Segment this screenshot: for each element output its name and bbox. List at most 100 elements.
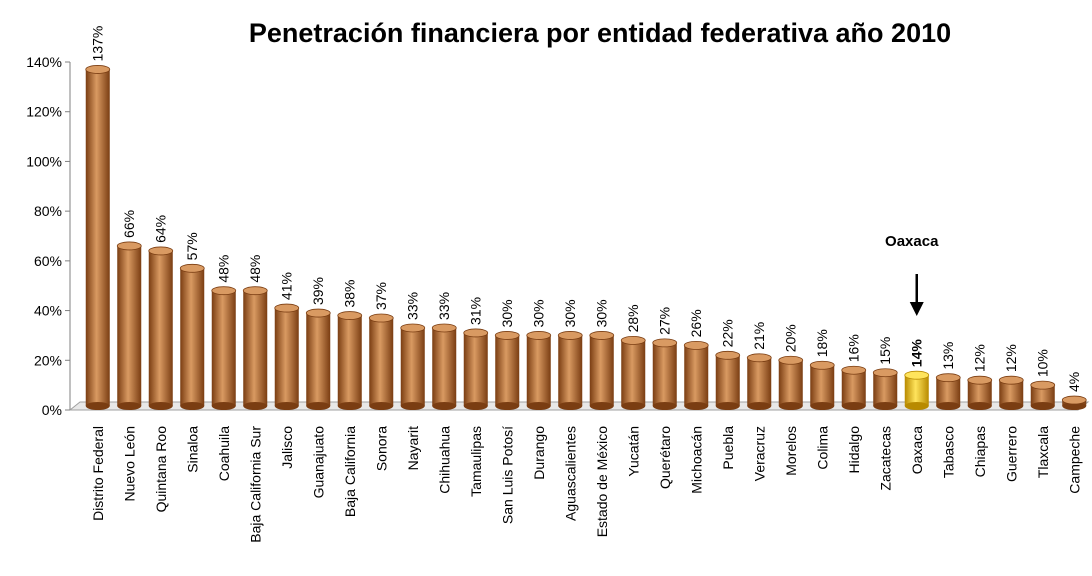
data-label: 30% — [499, 299, 515, 327]
bar-bottom — [589, 402, 614, 410]
category-label: Baja California — [342, 426, 358, 517]
bar-top — [652, 338, 678, 348]
bar-top — [431, 323, 457, 333]
bar-body — [684, 345, 709, 406]
category-label: Hidalgo — [846, 426, 862, 474]
bar-body — [306, 313, 331, 406]
data-label: 30% — [562, 299, 578, 327]
data-label: 13% — [940, 342, 956, 370]
bar-top — [715, 350, 741, 360]
bar-body — [621, 340, 646, 406]
bar — [368, 313, 394, 410]
y-tick-label: 100% — [26, 153, 62, 169]
bar-bottom — [243, 402, 268, 410]
bar-body — [495, 335, 520, 406]
bar — [841, 365, 867, 410]
bar-bottom — [1030, 402, 1055, 410]
bar — [148, 246, 174, 410]
category-label: Baja California Sur — [247, 426, 263, 543]
y-tick-label: 140% — [26, 54, 62, 70]
bar-bottom — [211, 402, 236, 410]
bar-top — [274, 303, 300, 313]
bar-body — [463, 332, 488, 406]
bar-bottom — [558, 402, 583, 410]
bar-body — [117, 245, 142, 406]
bar — [557, 331, 583, 410]
bar-bottom — [306, 402, 331, 410]
category-label: Veracruz — [751, 426, 767, 481]
data-label: 41% — [279, 272, 295, 300]
data-label: 39% — [310, 277, 326, 305]
bar-body — [148, 250, 173, 406]
data-label: 30% — [594, 299, 610, 327]
bar-bottom — [526, 402, 551, 410]
bar-top — [463, 328, 489, 338]
data-label: 10% — [1035, 349, 1051, 377]
bar-body — [432, 327, 457, 406]
bar-bottom — [967, 402, 992, 410]
bar-bottom — [936, 402, 961, 410]
bar-top — [967, 375, 993, 385]
bar — [778, 355, 804, 410]
category-label: Coahuila — [216, 426, 232, 481]
bar — [683, 340, 709, 410]
bar-top — [337, 311, 363, 320]
bar-body — [904, 375, 929, 406]
bar-body — [85, 69, 110, 406]
bar — [431, 323, 457, 410]
bar-body — [274, 308, 299, 406]
category-label: Durango — [531, 426, 547, 480]
bar-top — [557, 331, 583, 340]
bar — [998, 375, 1024, 410]
data-label: 137% — [90, 26, 106, 62]
data-label: 14% — [909, 339, 925, 368]
chart-title: Penetración financiera por entidad feder… — [248, 18, 952, 48]
bar-top — [116, 241, 142, 251]
bar — [211, 286, 237, 410]
y-tick-label: 80% — [34, 203, 62, 219]
bar-bottom — [715, 402, 740, 410]
category-label: Guanajuato — [310, 426, 326, 499]
bar-bottom — [810, 402, 835, 410]
bar-bottom — [85, 402, 110, 410]
bar-top — [809, 360, 835, 370]
data-label: 20% — [783, 324, 799, 352]
bar-top — [85, 65, 111, 74]
y-tick-label: 40% — [34, 303, 62, 319]
bar-body — [652, 342, 677, 406]
data-label: 18% — [814, 329, 830, 357]
bar-top — [935, 373, 961, 383]
bar-bottom — [747, 402, 772, 410]
bar-top — [620, 335, 646, 345]
category-label: Querétaro — [657, 426, 673, 489]
bar-body — [211, 290, 236, 406]
category-label: Colima — [814, 426, 830, 470]
bar-body — [778, 360, 803, 406]
bar-body — [369, 318, 394, 406]
bar — [400, 323, 426, 410]
bar-body — [747, 357, 772, 406]
bar-body — [337, 315, 362, 406]
category-label: Tlaxcala — [1035, 426, 1051, 478]
category-label: Michoacán — [688, 426, 704, 494]
bar-body — [400, 327, 425, 406]
category-label: Quintana Roo — [153, 426, 169, 513]
bar-bottom — [148, 402, 173, 410]
category-label: Distrito Federal — [90, 426, 106, 521]
data-label: 12% — [972, 344, 988, 372]
bar-body — [558, 335, 583, 406]
bar — [242, 286, 268, 410]
bar — [652, 338, 678, 410]
y-tick-label: 0% — [42, 402, 62, 418]
bar — [715, 350, 741, 410]
category-label: Nuevo León — [121, 426, 137, 502]
data-label: 31% — [468, 297, 484, 325]
bar-body — [841, 370, 866, 406]
data-label: 30% — [531, 299, 547, 327]
bar-body — [936, 377, 961, 406]
bar-top — [1030, 380, 1056, 390]
bar-top — [872, 368, 898, 378]
bar-top — [211, 286, 237, 296]
